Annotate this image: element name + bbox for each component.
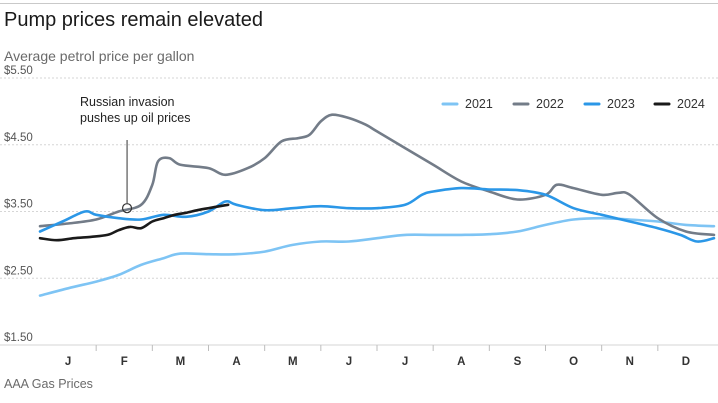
x-tick-label: M	[288, 356, 298, 368]
legend-label-2024: 2024	[677, 97, 705, 111]
series-line-2023	[38, 186, 716, 243]
annotation-text: Russian invasion	[80, 95, 175, 109]
y-tick-label: $3.50	[4, 199, 33, 211]
legend-label-2021: 2021	[465, 97, 493, 111]
y-tick-label: $1.50	[4, 332, 33, 344]
annotation-marker	[121, 203, 133, 214]
x-tick-label: N	[626, 356, 634, 368]
x-tick-label: D	[682, 356, 690, 368]
x-tick-label: J	[402, 356, 408, 368]
y-tick-label: $2.50	[4, 265, 33, 277]
x-tick-label: A	[457, 356, 465, 368]
y-tick-label: $4.50	[4, 132, 33, 144]
x-tick-label: J	[65, 356, 71, 368]
series-line-2021	[38, 216, 716, 297]
x-tick-label: M	[176, 356, 186, 368]
x-tick-label: S	[514, 356, 522, 368]
annotation-text: pushes up oil prices	[80, 111, 190, 125]
x-tick-label: O	[569, 356, 578, 368]
top-divider	[0, 3, 718, 4]
series-line-2024	[38, 203, 230, 242]
x-tick-label: J	[346, 356, 352, 368]
chart-source: AAA Gas Prices	[4, 377, 93, 391]
y-tick-label: $5.50	[4, 65, 33, 77]
chart-subtitle: Average petrol price per gallon	[4, 48, 195, 64]
legend-label-2023: 2023	[607, 97, 635, 111]
chart-title: Pump prices remain elevated	[4, 9, 264, 31]
legend-label-2022: 2022	[536, 97, 564, 111]
series-line-2022	[38, 113, 716, 237]
x-tick-label: F	[121, 356, 128, 368]
x-tick-label: A	[232, 356, 240, 368]
